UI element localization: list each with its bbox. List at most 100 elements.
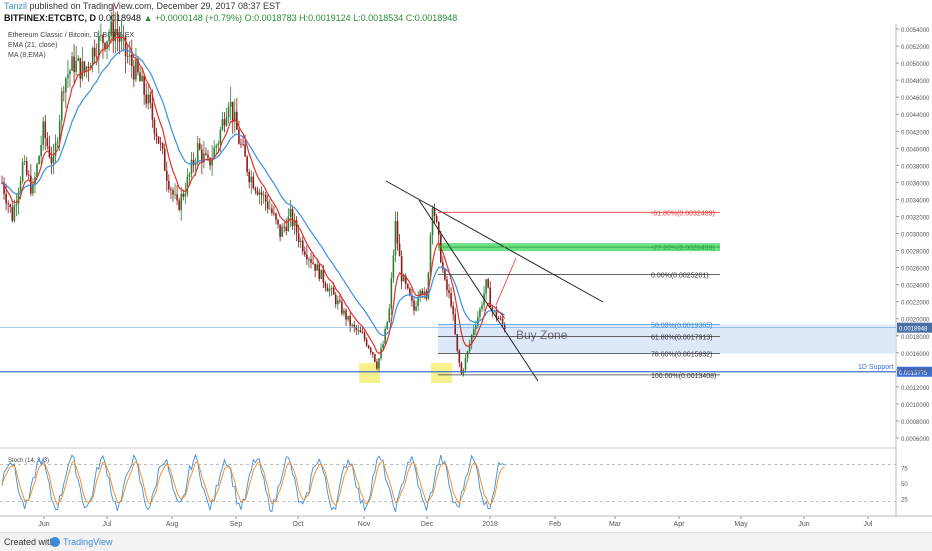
ema-21-line — [1, 48, 505, 337]
candle-body — [277, 219, 279, 225]
candle-body — [91, 47, 94, 66]
candle-body — [336, 300, 339, 305]
candle-body — [435, 215, 438, 222]
ma-8-line — [1, 36, 506, 355]
legend-title: Ethereum Classic / Bitcoin, D, BITFINEX — [8, 32, 134, 39]
candle-body — [124, 36, 127, 57]
candle-body — [102, 35, 104, 44]
candle-body — [485, 279, 487, 294]
time-tick-label: Jul — [864, 521, 873, 528]
candle-body — [104, 43, 106, 49]
candle-body — [172, 190, 174, 195]
buy-zone-label: Buy Zone — [516, 328, 568, 342]
candle-body — [254, 188, 257, 191]
price-tick-label: 0.0020000 — [901, 318, 930, 324]
price-axis[interactable]: 0.0054000 0.0052000 0.0050000 0.0048000 0.00… — [896, 28, 930, 443]
candle-body — [93, 47, 96, 57]
candle-body — [190, 159, 193, 174]
candle-body — [236, 111, 238, 130]
tradingview-brand[interactable]: TradingView — [63, 537, 113, 547]
moving-averages-layer — [1, 36, 506, 355]
candle-body — [178, 200, 180, 210]
candle-body — [347, 315, 349, 320]
candle-body — [398, 243, 401, 257]
candle-body — [400, 256, 403, 282]
price-tick-label: 0.0038000 — [901, 164, 930, 170]
candle-body — [407, 284, 409, 289]
candle-body — [427, 272, 430, 299]
time-axis[interactable]: Jun Jul Aug Sep Oct Nov Dec 2018 Feb Mar Apr May Jun… — [38, 516, 873, 528]
candle-body — [361, 332, 364, 334]
time-tick-label: Jun — [38, 521, 49, 528]
candle-body — [63, 91, 65, 93]
candle-body — [108, 35, 110, 42]
candle-body — [69, 70, 71, 75]
candle-body — [54, 143, 57, 157]
candle-body — [470, 335, 473, 345]
candle-body — [9, 204, 12, 208]
candle-body — [184, 193, 187, 197]
fib-level-label: 50.00%(0.0019305) — [651, 323, 713, 330]
candle-body — [225, 117, 228, 126]
candle-body — [497, 318, 500, 319]
author-link[interactable]: Tanzil — [4, 1, 28, 11]
candle-body — [238, 129, 240, 144]
candle-body — [320, 269, 323, 279]
candle-body — [345, 310, 347, 320]
candle-body — [452, 306, 454, 315]
candle-body — [355, 326, 358, 331]
candle-body — [163, 148, 166, 171]
price-tick-label: 0.0008000 — [901, 420, 930, 426]
time-tick-label: 2018 — [482, 521, 498, 528]
candle-body — [310, 259, 312, 263]
candle-body — [372, 352, 374, 355]
candle-body — [328, 288, 331, 292]
candle-body — [312, 262, 314, 264]
candle-body — [359, 329, 362, 333]
candle-body — [38, 156, 40, 165]
price-tick-label: 0.0040000 — [901, 147, 930, 153]
zones-layer — [359, 243, 896, 383]
stoch-d-line — [1, 459, 505, 507]
candle-body — [87, 66, 90, 69]
candle-body — [7, 203, 9, 205]
candle-body — [52, 156, 55, 164]
candle-body — [248, 171, 250, 183]
candle-body — [3, 182, 5, 194]
candle-body — [137, 59, 139, 73]
candle-body — [221, 119, 224, 130]
candle-body — [139, 72, 141, 82]
candle-body — [198, 143, 201, 150]
candle-body — [501, 318, 504, 324]
candle-body — [353, 324, 356, 327]
candle-body — [409, 288, 411, 296]
fib-level-label: -61.80%(0.0032489) — [651, 210, 715, 217]
price-chart[interactable]: Ethereum Classic / Bitcoin, D, BITFINEX … — [0, 0, 932, 532]
time-tick-label: Feb — [549, 521, 561, 528]
legend-ma: MA (8,EMA) — [8, 52, 46, 59]
candle-body — [182, 193, 185, 197]
candle-body — [423, 291, 426, 295]
candle-body — [157, 136, 160, 144]
time-tick-label: May — [734, 521, 748, 528]
price-tick-label: 0.0052000 — [901, 45, 930, 51]
price-tick-label: 0.0046000 — [901, 96, 930, 102]
candle-body — [166, 170, 168, 181]
symbol-label: BITFINEX:ETCBTC, D — [4, 13, 96, 23]
price-tick-label: 0.0026000 — [901, 267, 930, 273]
price-tick-label: 0.0012000 — [901, 386, 930, 392]
candle-body — [233, 111, 236, 122]
candle-body — [196, 143, 199, 163]
candle-body — [404, 275, 407, 285]
trendline-upper — [385, 180, 604, 303]
candle-body — [392, 255, 395, 279]
candle-body — [133, 66, 135, 80]
candle-body — [174, 194, 176, 196]
candle-body — [446, 279, 448, 291]
candle-body — [357, 329, 360, 331]
candle-body — [390, 278, 393, 309]
candle-body — [250, 176, 253, 183]
candle-body — [324, 282, 327, 288]
candle-body — [81, 61, 84, 79]
candle-body — [264, 194, 267, 202]
